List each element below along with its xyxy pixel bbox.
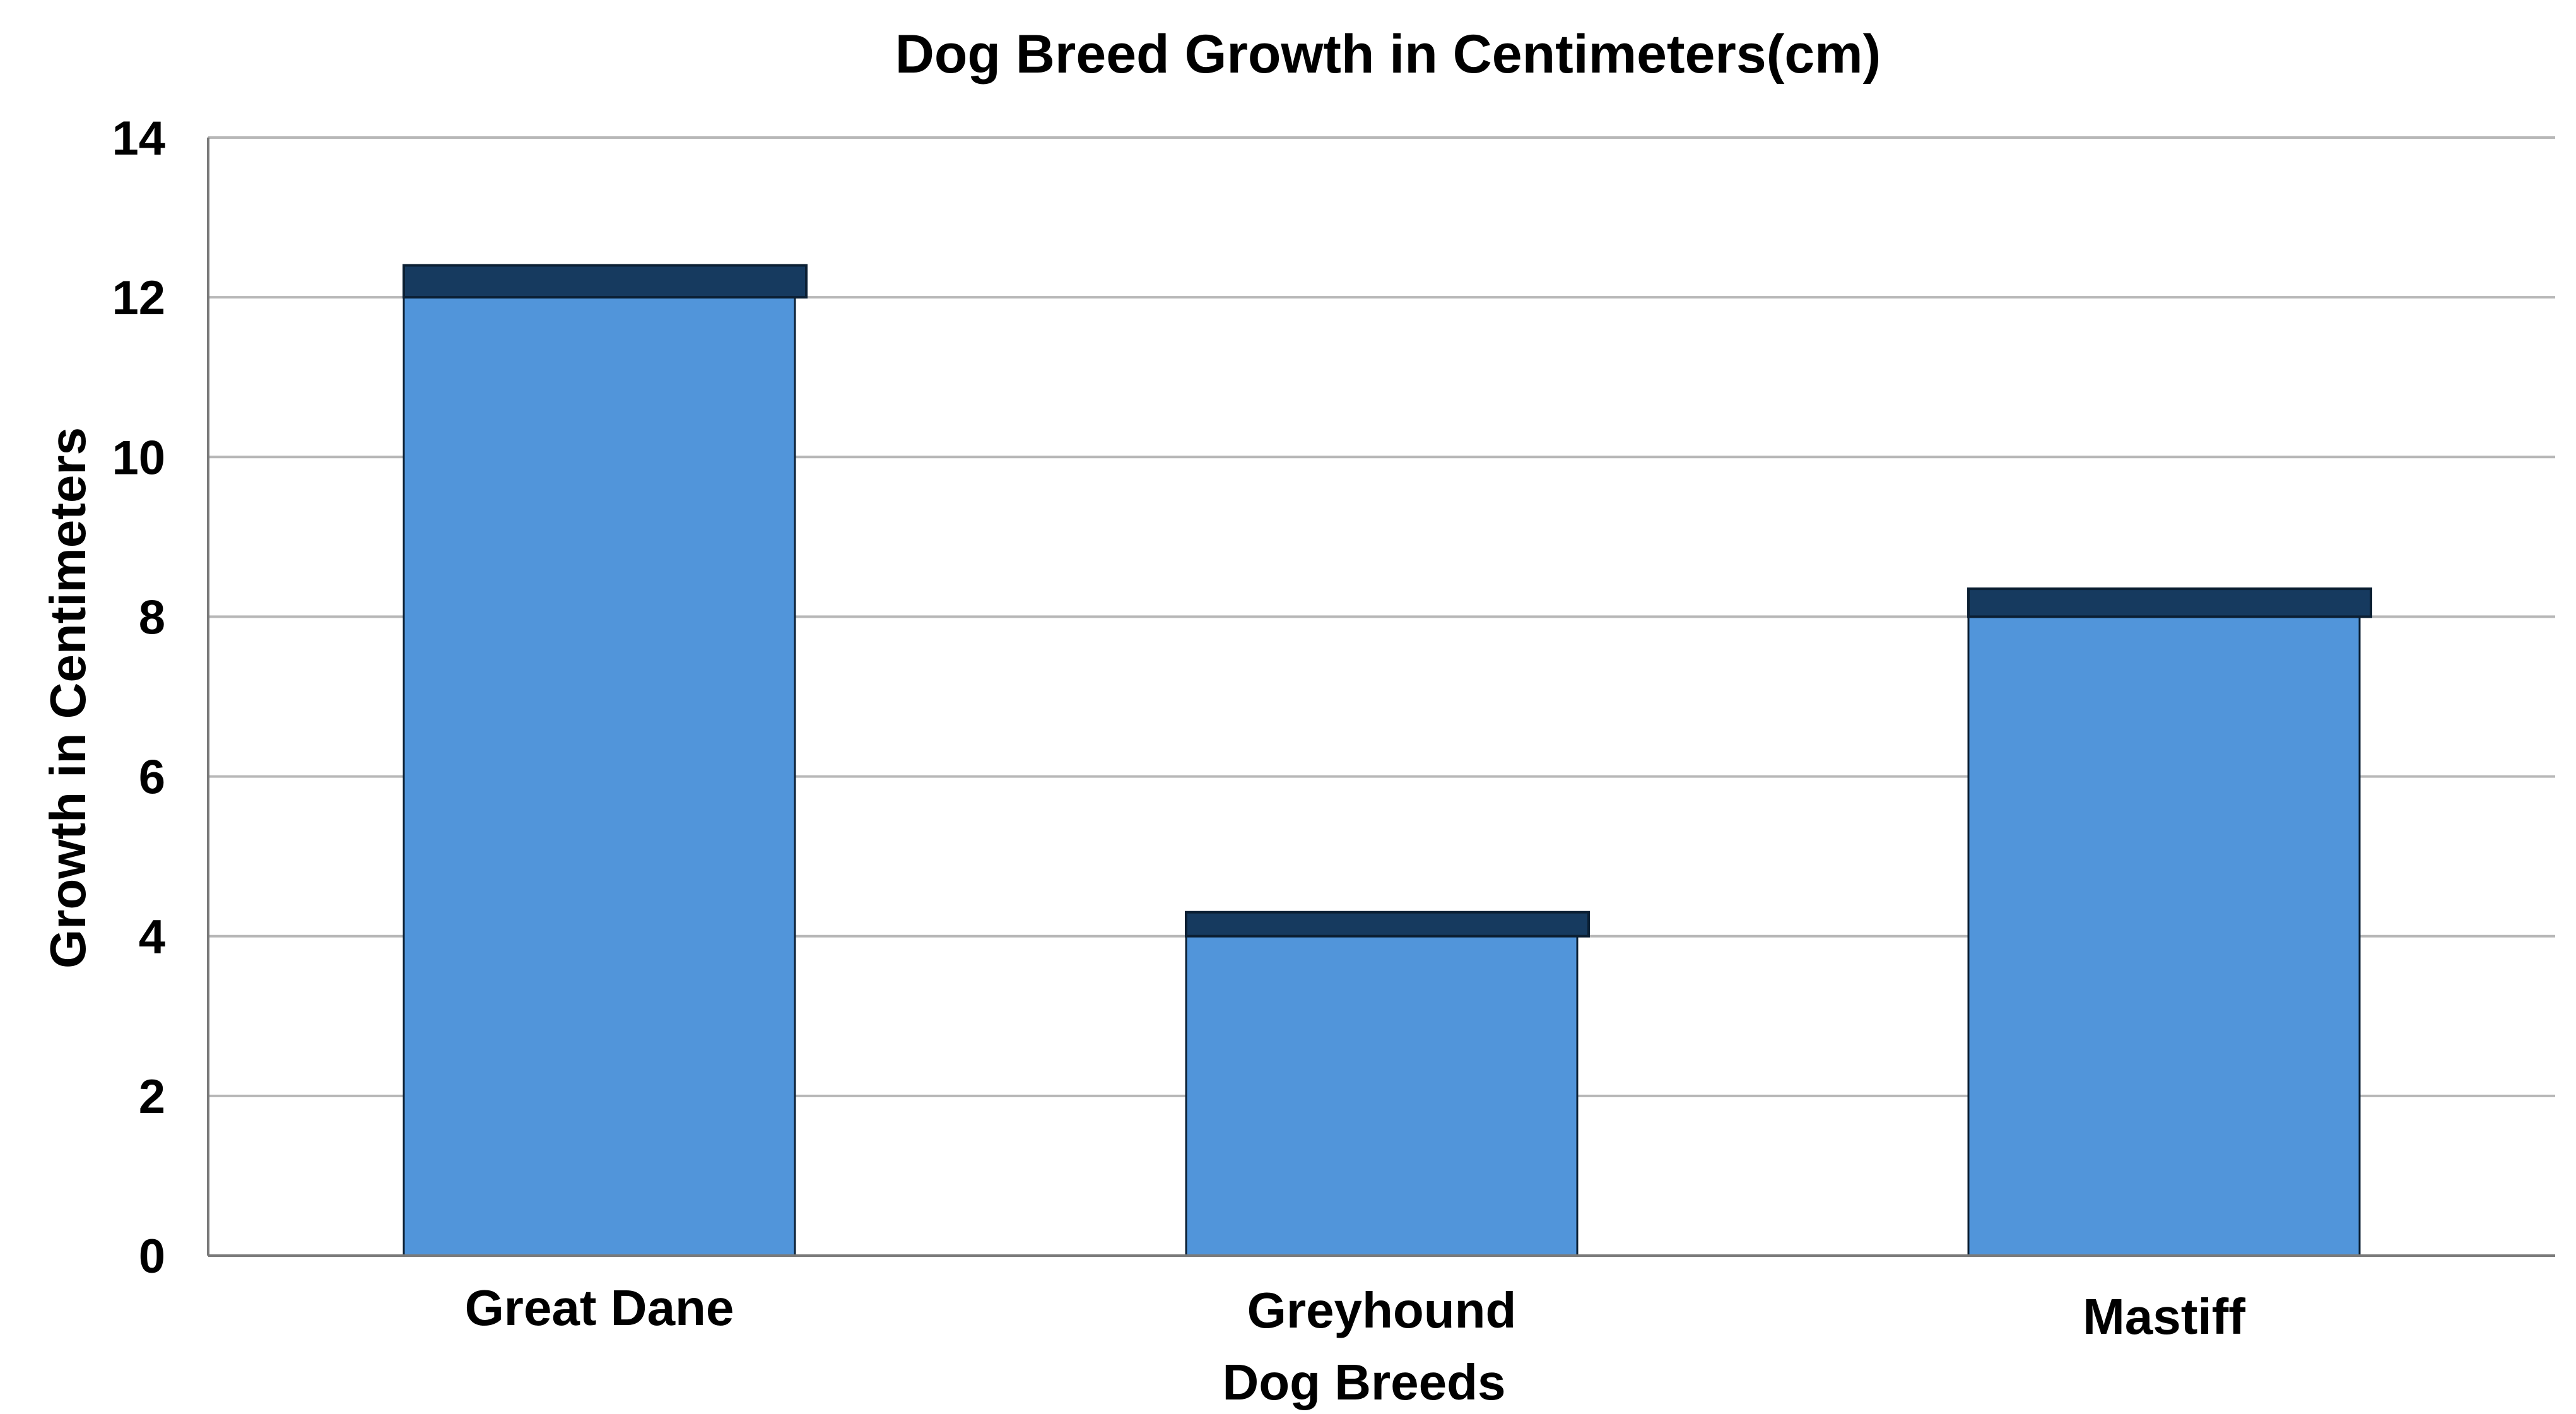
x-axis-title: Dog Breeds	[1223, 1354, 1506, 1410]
bar	[1185, 935, 1579, 1257]
y-axis-title: Growth in Centimeters	[40, 427, 96, 969]
chart-title: Dog Breed Growth in Centimeters(cm)	[895, 24, 1881, 85]
x-category-labels: Great Dane Greyhound Mastiff	[465, 1280, 2246, 1345]
y-tick-label: 6	[139, 751, 165, 804]
bar-cap	[1185, 910, 1590, 938]
y-tick-label: 0	[139, 1230, 165, 1283]
y-tick-label: 10	[112, 431, 165, 485]
y-tick-label: 2	[139, 1070, 165, 1124]
x-category-label: Mastiff	[2083, 1288, 2245, 1345]
y-tick-label: 4	[139, 910, 165, 964]
y-tick-label: 14	[112, 112, 165, 165]
bar	[403, 296, 796, 1257]
bars	[403, 264, 2372, 1257]
y-tick-label: 8	[139, 591, 165, 644]
y-tick-label: 12	[112, 271, 165, 325]
x-category-label: Great Dane	[465, 1280, 734, 1336]
bar	[1967, 615, 2361, 1257]
x-category-label: Greyhound	[1247, 1282, 1517, 1338]
bar-cap	[1967, 587, 2372, 618]
bar-cap	[403, 264, 808, 299]
y-tick-labels: 0 2 4 6 8 10 12 14	[112, 112, 165, 1283]
axes	[207, 138, 2555, 1257]
